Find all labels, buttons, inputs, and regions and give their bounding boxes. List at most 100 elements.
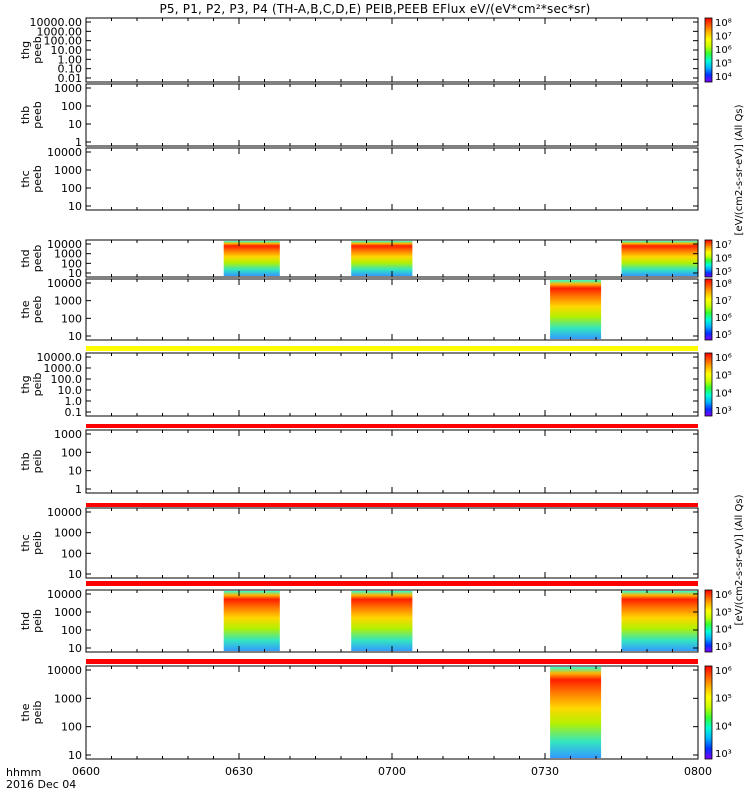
panel-frame [85, 17, 699, 83]
y-tick-label: 10 [68, 465, 82, 478]
x-tick-label: 0730 [531, 765, 559, 778]
colorbar [704, 589, 713, 653]
colorbar-units-label: [eV/(cm2-s-sr-eV)] (All Qs) [734, 494, 745, 625]
colorbar-tick-label: 10⁵ [715, 267, 732, 278]
y-tick-label: 100 [61, 624, 82, 637]
colorbar-tick-label: 10⁵ [715, 694, 732, 705]
y-tick-label: 1000 [54, 692, 82, 705]
y-tick-label: 100 [61, 312, 82, 325]
y-tick-label: 100 [61, 257, 82, 270]
y-tick-label: 100.00 [44, 35, 83, 48]
panel-probe-label: thc [19, 170, 32, 187]
y-tick-label: 10 [68, 118, 82, 131]
panel-the-peib: 10000 1000 100 10 the peib 10⁶ 10⁵ 10⁴ 10³ [19, 664, 732, 762]
panel-probe-label: the [19, 300, 32, 318]
y-tick-label: 1000.0 [44, 362, 83, 375]
panel-product-label: peib [31, 531, 44, 555]
spectrogram-block [351, 241, 413, 276]
y-tick-label: 1000 [54, 82, 82, 95]
panel-frame [85, 352, 699, 417]
panel-thb-peib: 1000 100 10 1 thb peib [19, 428, 699, 507]
colorbar-tick-label: 10⁵ [715, 330, 732, 341]
colorbar-tick-label: 10⁵ [715, 607, 732, 618]
flag-bar [86, 581, 698, 586]
panel-thc-peeb: 10000 1000 100 10 thc peeb [19, 146, 699, 213]
y-tick-label: 100 [61, 182, 82, 195]
y-tick-label: 1.0 [65, 395, 83, 408]
y-tick-label: 1000 [54, 248, 82, 261]
panel-frame [85, 83, 699, 147]
spectrogram-block [223, 591, 280, 651]
panel-thb-peeb: 1000 100 10 1 thb peeb [19, 82, 699, 149]
y-tick-label: 10 [68, 568, 82, 581]
x-tick-label: 0700 [378, 765, 406, 778]
y-tick-label: 10 [68, 749, 82, 762]
colorbar-tick-label: 10⁴ [715, 72, 732, 83]
colorbar-tick-label: 10⁶ [715, 590, 732, 601]
y-tick-label: 10000 [47, 506, 82, 519]
x-tick-label: 0800 [684, 765, 712, 778]
colorbar [704, 665, 713, 760]
y-tick-label: 0.01 [58, 72, 83, 85]
panel-probe-label: thc [19, 534, 32, 551]
panel-probe-label: thd [19, 612, 32, 630]
panel-product-label: peib [31, 373, 44, 397]
panel-probe-label: thg [19, 41, 32, 59]
colorbar [704, 17, 713, 83]
colorbar-tick-label: 10³ [715, 642, 732, 653]
y-tick-label: 0.1 [65, 406, 83, 419]
spectrogram-block [223, 241, 280, 276]
flag-bar [86, 424, 698, 428]
y-tick-label: 1000 [54, 295, 82, 308]
y-tick-label: 100 [61, 547, 82, 560]
flag-bar [86, 503, 698, 507]
panel-frame [85, 665, 699, 760]
colorbar-tick-label: 10⁷ [715, 240, 732, 251]
spectrogram-block [550, 667, 602, 758]
spectrogram-block [550, 280, 602, 339]
y-tick-label: 100 [61, 446, 82, 459]
spectrogram-block [351, 591, 413, 651]
colorbar-tick-label: 10⁶ [715, 45, 732, 56]
y-tick-label: 0.10 [58, 63, 83, 76]
panel-probe-label: the [19, 703, 32, 721]
panel-product-label: peeb [31, 245, 44, 273]
panel-frame [85, 429, 699, 494]
panel-product-label: peeb [31, 36, 44, 64]
panel-product-label: peib [31, 450, 44, 474]
x-tick-label: 0630 [225, 765, 253, 778]
panel-product-label: peib [31, 609, 44, 633]
panel-frame [85, 147, 699, 211]
panel-probe-label: thb [19, 106, 32, 124]
y-tick-label: 10 [68, 642, 82, 655]
colorbar-tick-label: 10⁶ [715, 353, 732, 364]
colorbar-tick-label: 10⁵ [715, 59, 732, 70]
panel-product-label: peib [31, 701, 44, 725]
panel-probe-label: thb [19, 452, 32, 470]
colorbar [704, 239, 713, 278]
y-tick-label: 10000 [47, 277, 82, 290]
date-label: 2016 Dec 04 [6, 778, 77, 791]
y-tick-label: 1.00 [58, 53, 83, 66]
y-tick-label: 100 [61, 721, 82, 734]
spectrogram-block [621, 591, 698, 651]
y-tick-label: 10000 [47, 146, 82, 159]
panel-probe-label: thg [19, 375, 32, 393]
colorbar-tick-label: 10⁷ [715, 32, 732, 43]
colorbar-units-label: [eV/(cm2-s-sr-eV)] (All Qs) [734, 104, 745, 235]
y-tick-label: 10 [68, 200, 82, 213]
panel-product-label: peeb [31, 296, 44, 324]
panel-the-peeb: 10000 1000 100 10 the peeb 10⁸ 10⁷ 10⁶ 10⁵ [19, 277, 732, 351]
plot-title: P5, P1, P2, P3, P4 (TH-A,B,C,D,E) PEIB,P… [159, 2, 591, 16]
flag-bar [86, 659, 698, 664]
colorbar-tick-label: 10³ [715, 749, 732, 760]
colorbar-tick-label: 10⁴ [715, 721, 732, 732]
y-tick-label: 10000.0 [37, 351, 83, 364]
y-tick-label: 10 [68, 330, 82, 343]
colorbar-tick-label: 10⁴ [715, 388, 732, 399]
colorbar-tick-label: 10⁶ [715, 313, 732, 324]
